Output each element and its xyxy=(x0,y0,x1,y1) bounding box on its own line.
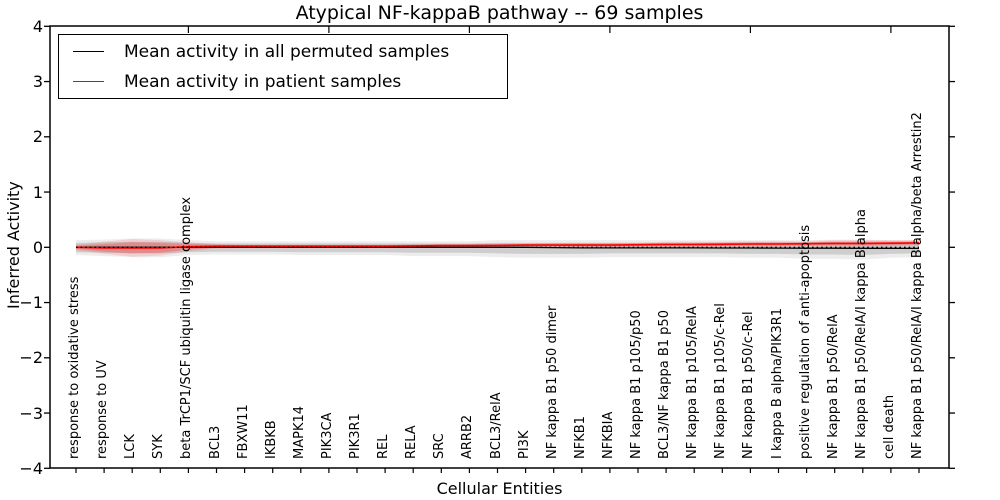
x-category-label: BCL3/NF kappa B1 p50 xyxy=(657,310,673,459)
x-category-label: NF kappa B1 p105/p50 xyxy=(629,310,644,459)
x-category-label: FBXW11 xyxy=(235,404,251,459)
y-tick-label: 2 xyxy=(32,127,43,147)
x-category-label: REL xyxy=(376,434,392,460)
y-tick-label: −3 xyxy=(19,403,43,423)
x-category-label: NF kappa B1 p50/RelA/I kappa B alpha xyxy=(853,209,869,459)
y-tick-label: −2 xyxy=(19,348,43,368)
x-category-label: NF kappa B1 p50 dimer xyxy=(544,305,560,459)
legend-label-patient: Mean activity in patient samples xyxy=(124,71,402,92)
y-tick-label: 0 xyxy=(32,237,43,257)
legend-label-permuted: Mean activity in all permuted samples xyxy=(124,41,450,62)
x-category-label: BCL3/RelA xyxy=(488,392,504,459)
x-axis-label: Cellular Entities xyxy=(436,479,563,498)
y-tick-label: 1 xyxy=(32,182,43,202)
legend-item-permuted: Mean activity in all permuted samples xyxy=(59,37,507,67)
x-category-label: I kappa B alpha/PIK3R1 xyxy=(769,307,785,459)
x-category-label: response to oxidative stress xyxy=(67,276,82,459)
x-category-label: SRC xyxy=(432,433,448,459)
permuted-line-swatch xyxy=(73,51,104,52)
x-category-label: PI3K xyxy=(516,430,532,459)
x-category-label: NFKB1 xyxy=(572,416,588,459)
x-category-label: NF kappa B1 p50/RelA/I kappa B alpha/bet… xyxy=(910,112,925,459)
y-tick-label: 4 xyxy=(32,16,43,36)
permuted-mean-line xyxy=(76,246,920,250)
y-tick-label: −4 xyxy=(19,458,43,478)
x-category-label: RELA xyxy=(404,425,420,459)
x-category-label: NF kappa B1 p105/RelA xyxy=(685,306,701,459)
x-category-label: beta TrCP1/SCF ubiquitin ligase complex xyxy=(179,196,195,459)
x-category-label: PIK3CA xyxy=(319,412,335,459)
x-category-label: SYK xyxy=(151,434,167,459)
x-category-label: PIK3R1 xyxy=(348,413,363,459)
chart-title: Atypical NF-kappaB pathway -- 69 samples xyxy=(295,2,704,24)
y-tick-label: −1 xyxy=(19,293,43,313)
x-category-label: positive regulation of anti-apoptosis xyxy=(797,224,813,459)
x-category-label: MAPK14 xyxy=(291,405,307,459)
legend: Mean activity in all permuted samples Me… xyxy=(58,34,508,99)
x-category-label: ARRB2 xyxy=(460,414,476,459)
x-category-label: LCK xyxy=(123,434,139,459)
y-tick-label: 3 xyxy=(32,72,43,92)
x-category-label: IKBKB xyxy=(263,420,279,459)
patient-range-outer-band xyxy=(76,239,919,257)
patient-mean-line xyxy=(75,242,920,249)
x-category-label: BCL3 xyxy=(207,425,223,459)
legend-item-patient: Mean activity in patient samples xyxy=(59,67,507,97)
x-category-label: response to UV xyxy=(95,360,111,459)
x-category-label: NF kappa B1 p50/c-Rel xyxy=(741,311,757,459)
x-category-label: NF kappa B1 p105/c-Rel xyxy=(713,303,729,459)
x-category-label: NFKBIA xyxy=(600,411,616,459)
patient-line-swatch xyxy=(73,81,104,82)
x-category-label: NF kappa B1 p50/RelA xyxy=(825,314,841,459)
x-category-label: cell death xyxy=(881,394,897,459)
